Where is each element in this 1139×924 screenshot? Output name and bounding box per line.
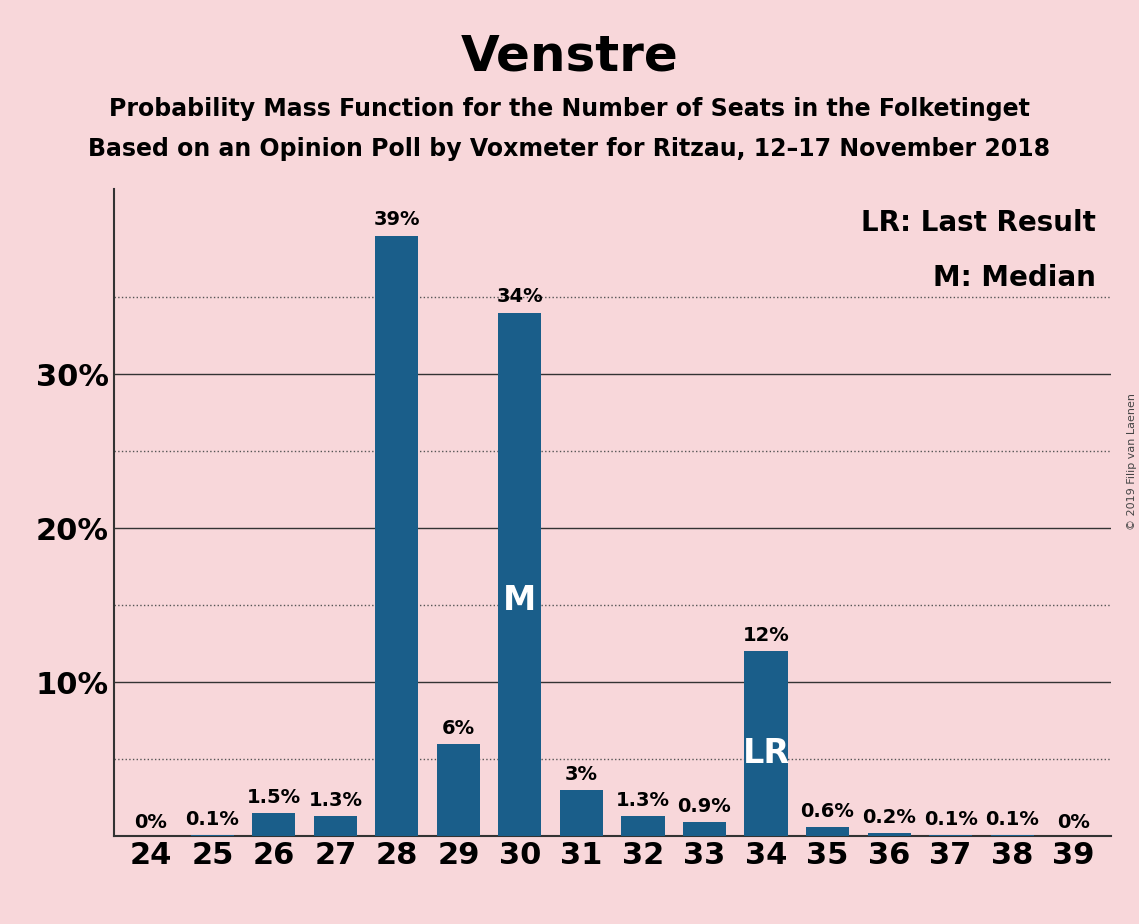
Text: 0.2%: 0.2%	[862, 808, 916, 827]
Bar	[437, 744, 480, 836]
Text: M: M	[503, 584, 536, 617]
Bar	[868, 833, 910, 836]
Bar	[376, 236, 418, 836]
Text: 0%: 0%	[134, 812, 167, 832]
Bar	[991, 834, 1033, 836]
Text: 6%: 6%	[442, 719, 475, 737]
Text: 1.5%: 1.5%	[247, 788, 301, 807]
Text: 0.1%: 0.1%	[985, 809, 1039, 829]
Text: 1.3%: 1.3%	[309, 791, 362, 810]
Text: 0%: 0%	[1057, 812, 1090, 832]
Bar	[929, 834, 972, 836]
Text: LR: Last Result: LR: Last Result	[861, 209, 1096, 237]
Text: Based on an Opinion Poll by Voxmeter for Ritzau, 12–17 November 2018: Based on an Opinion Poll by Voxmeter for…	[89, 137, 1050, 161]
Bar	[745, 651, 787, 836]
Bar	[499, 312, 541, 836]
Text: 0.1%: 0.1%	[924, 809, 977, 829]
Bar	[314, 816, 357, 836]
Text: 3%: 3%	[565, 765, 598, 784]
Text: LR: LR	[743, 736, 789, 770]
Bar	[683, 822, 726, 836]
Text: 0.9%: 0.9%	[678, 797, 731, 816]
Text: 34%: 34%	[497, 287, 543, 307]
Text: M: Median: M: Median	[933, 263, 1096, 292]
Bar	[191, 834, 233, 836]
Bar	[253, 813, 295, 836]
Bar	[806, 827, 849, 836]
Text: 0.6%: 0.6%	[801, 802, 854, 821]
Text: 1.3%: 1.3%	[616, 791, 670, 810]
Text: © 2019 Filip van Laenen: © 2019 Filip van Laenen	[1126, 394, 1137, 530]
Bar	[560, 790, 603, 836]
Text: Venstre: Venstre	[460, 32, 679, 80]
Bar	[622, 816, 664, 836]
Text: Probability Mass Function for the Number of Seats in the Folketinget: Probability Mass Function for the Number…	[109, 97, 1030, 121]
Text: 0.1%: 0.1%	[186, 809, 239, 829]
Text: 12%: 12%	[743, 626, 789, 645]
Text: 39%: 39%	[374, 211, 420, 229]
